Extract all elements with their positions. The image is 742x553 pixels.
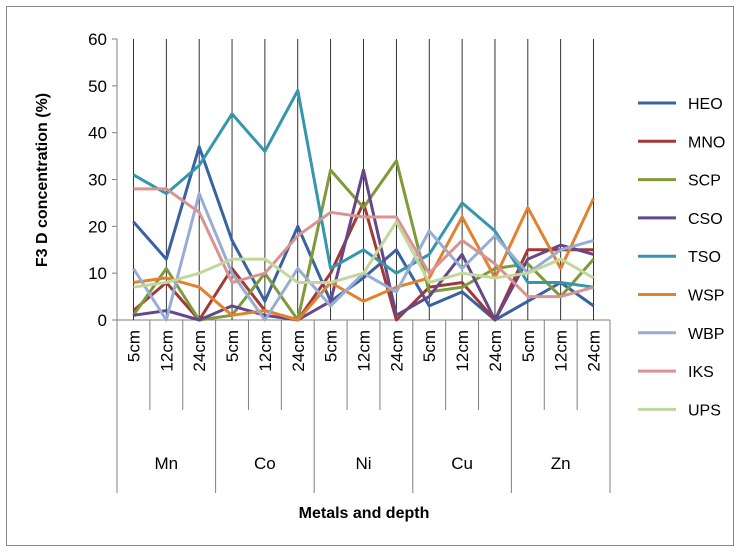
y-tick-label: 50: [88, 77, 107, 96]
y-axis-title: F3 D concentration (%): [34, 93, 51, 267]
x-group-label: Mn: [154, 454, 178, 473]
x-category-label: 24cm: [585, 330, 604, 372]
y-tick-label: 0: [98, 311, 107, 330]
legend-label-wbp: WBP: [688, 326, 724, 343]
x-category-label: 12cm: [552, 330, 571, 372]
x-category-label: 24cm: [387, 330, 406, 372]
x-category-label: 12cm: [157, 330, 176, 372]
y-tick-label: 60: [88, 30, 107, 49]
x-category-label: 5cm: [420, 330, 439, 362]
x-category-label: 24cm: [486, 330, 505, 372]
series-line-cso: [133, 168, 595, 322]
x-category-label: 12cm: [256, 330, 275, 372]
legend-label-heo: HEO: [688, 96, 723, 113]
legend-label-mno: MNO: [688, 134, 725, 151]
y-tick-label: 10: [88, 264, 107, 283]
legend-label-tso: TSO: [688, 249, 721, 266]
series-line-wsp: [133, 197, 595, 322]
y-tick-label: 30: [88, 171, 107, 190]
legend-label-ups: UPS: [688, 402, 721, 419]
series-line-iks: [133, 187, 595, 299]
x-group-label: Co: [254, 454, 276, 473]
legend-label-wsp: WSP: [688, 288, 724, 305]
x-category-label: 5cm: [322, 330, 341, 362]
x-group-label: Zn: [551, 454, 571, 473]
legend-label-iks: IKS: [688, 364, 714, 381]
legend-label-cso: CSO: [688, 211, 723, 228]
series-line-ups: [133, 220, 595, 289]
x-axis-title: Metals and depth: [299, 505, 430, 522]
x-category-label: 12cm: [453, 330, 472, 372]
x-category-label: 12cm: [355, 330, 374, 372]
series-line-tso: [132, 89, 594, 289]
series-line-heo: [132, 145, 595, 322]
x-group-label: Cu: [451, 454, 473, 473]
x-category-label: 5cm: [223, 330, 242, 362]
x-category-label: 24cm: [190, 330, 209, 372]
y-tick-label: 20: [88, 217, 107, 236]
series-line-mno: [132, 201, 594, 322]
x-group-label: Ni: [355, 454, 371, 473]
x-category-label: 24cm: [289, 330, 308, 372]
x-category-label: 5cm: [519, 330, 538, 362]
legend-label-scp: SCP: [688, 173, 721, 190]
y-tick-label: 40: [88, 124, 107, 143]
x-category-label: 5cm: [124, 330, 143, 362]
